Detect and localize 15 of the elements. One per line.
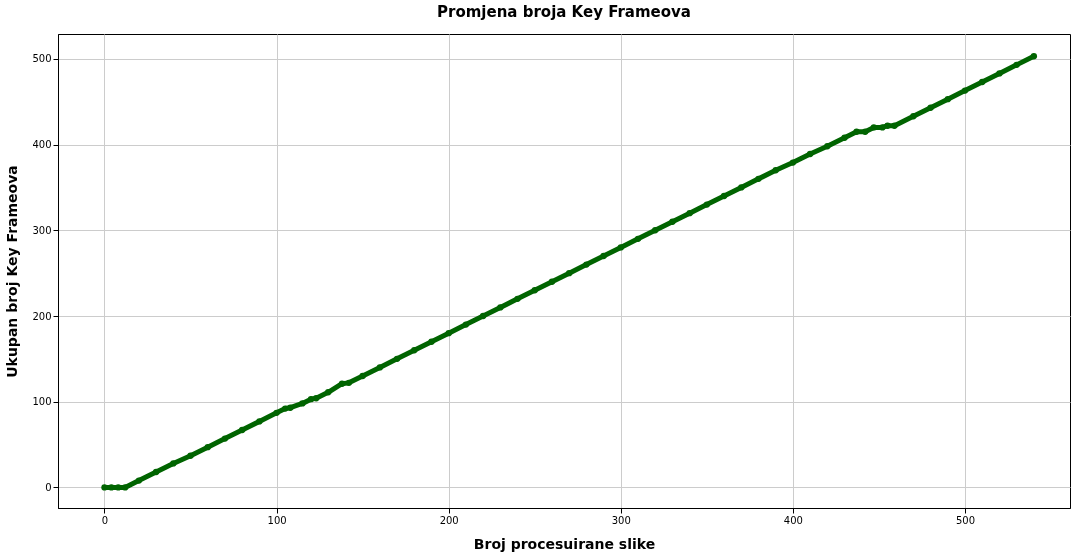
x-tick-label: 200 (439, 514, 459, 526)
y-axis-title: Ukupan broj Key Frameova (4, 165, 21, 378)
y-tick-label: 200 (32, 310, 52, 322)
y-tick-label: 300 (32, 224, 52, 236)
x-tick-label: 500 (955, 514, 976, 526)
x-tick-label: 0 (101, 514, 109, 526)
x-tick-label: 300 (611, 514, 631, 526)
x-tick-label: 400 (783, 514, 803, 526)
x-tick-label: 100 (267, 514, 287, 526)
y-tick-label: 500 (32, 53, 52, 65)
chart-title: Promjena broja Key Frameova (437, 3, 691, 21)
x-axis-title: Broj procesuirane slike (473, 535, 656, 552)
y-tick-label: 400 (32, 139, 52, 151)
y-tick-label: 0 (45, 481, 52, 493)
y-tick-label: 100 (32, 396, 52, 408)
